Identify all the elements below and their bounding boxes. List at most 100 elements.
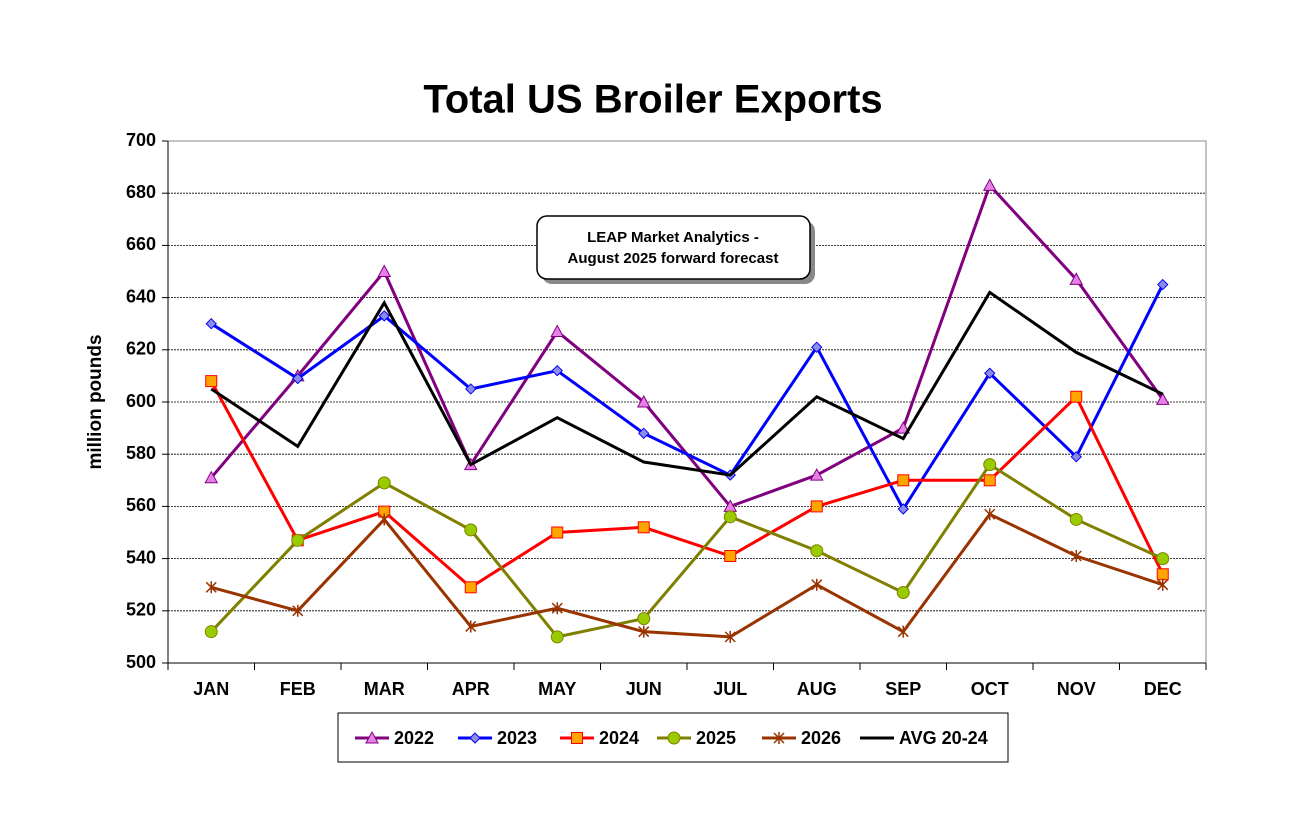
x-tick-label: JAN <box>193 679 229 699</box>
legend-label: AVG 20-24 <box>899 728 988 748</box>
marker <box>724 549 737 562</box>
y-tick-label: 620 <box>126 339 156 359</box>
series <box>205 508 1169 643</box>
marker <box>638 625 650 638</box>
marker <box>1069 512 1083 526</box>
marker <box>1069 272 1084 285</box>
marker <box>1070 549 1082 562</box>
legend-item: AVG 20-24 <box>860 728 988 748</box>
marker <box>465 383 477 395</box>
marker <box>810 500 823 513</box>
marker <box>204 470 219 484</box>
series-line <box>210 290 1164 477</box>
x-tick-label: MAR <box>364 679 405 699</box>
marker <box>291 533 305 547</box>
marker <box>1070 390 1083 403</box>
legend-item: 2024 <box>560 728 639 748</box>
legend-item: 2022 <box>355 728 434 748</box>
legend-item: 2023 <box>458 728 537 748</box>
marker <box>811 341 823 353</box>
x-tick-label: FEB <box>280 679 316 699</box>
marker <box>205 375 218 388</box>
marker <box>464 581 477 594</box>
x-tick-label: AUG <box>797 679 837 699</box>
marker <box>810 544 824 558</box>
marker <box>809 468 824 481</box>
marker <box>638 427 650 440</box>
marker <box>292 604 304 617</box>
marker <box>896 586 910 600</box>
legend-label: 2023 <box>497 728 537 748</box>
y-tick-label: 540 <box>126 547 156 567</box>
series-line <box>210 512 1164 639</box>
series-line <box>210 462 1164 639</box>
y-tick-label: 680 <box>126 182 156 202</box>
marker <box>811 578 823 591</box>
marker <box>983 474 996 487</box>
marker <box>1156 568 1169 581</box>
legend-label: 2022 <box>394 728 434 748</box>
marker <box>205 317 217 330</box>
marker <box>1155 392 1170 405</box>
marker <box>637 521 650 534</box>
x-tick-label: MAY <box>538 679 576 699</box>
series-line <box>209 380 1165 590</box>
marker <box>982 178 997 191</box>
marker <box>636 394 651 408</box>
marker <box>1156 552 1170 566</box>
y-tick-label: 520 <box>126 600 156 620</box>
marker <box>773 732 785 744</box>
marker <box>897 503 909 515</box>
marker <box>465 620 477 633</box>
marker <box>377 476 391 490</box>
chart-title: Total US Broiler Exports <box>423 78 882 122</box>
annotation: LEAP Market Analytics - <box>587 229 759 246</box>
marker <box>896 421 911 434</box>
marker <box>1070 451 1082 463</box>
y-tick-label: 500 <box>126 652 156 672</box>
x-tick-label: OCT <box>971 679 1009 699</box>
marker <box>204 625 218 639</box>
y-tick-label: 700 <box>126 130 156 150</box>
annotation: August 2025 forward forecast <box>568 250 779 267</box>
marker <box>550 630 564 644</box>
marker <box>365 730 379 744</box>
marker <box>550 324 565 338</box>
series <box>210 290 1164 477</box>
legend: 2022 2023 2024 2025 2026 AVG 20-24 <box>355 728 988 748</box>
marker <box>667 731 681 745</box>
series <box>204 458 1170 644</box>
marker <box>897 625 909 638</box>
legend-label: 2025 <box>696 728 736 748</box>
legend-item: 2026 <box>762 728 841 748</box>
marker <box>897 474 910 487</box>
marker <box>551 602 563 615</box>
marker <box>469 732 481 744</box>
legend-item: 2025 <box>657 728 736 748</box>
marker <box>1157 578 1169 591</box>
x-tick-label: JUL <box>713 679 747 699</box>
marker <box>377 264 392 277</box>
plot-area: 500 520 540 560 580 600 620 640 660 680 700 JAN FEB M… <box>126 130 1207 699</box>
y-tick-label: 560 <box>126 495 156 515</box>
y-tick-label: 660 <box>126 234 156 254</box>
x-tick-label: DEC <box>1144 679 1182 699</box>
marker <box>551 364 563 377</box>
y-tick-label: 580 <box>126 443 156 463</box>
x-tick-label: JUN <box>626 679 662 699</box>
marker <box>292 372 304 385</box>
marker <box>637 612 651 626</box>
marker <box>571 732 583 744</box>
x-tick-label: NOV <box>1057 679 1096 699</box>
annotation-box <box>536 215 811 280</box>
x-tick-label: SEP <box>885 679 921 699</box>
y-axis-label: million pounds <box>85 334 106 469</box>
marker <box>464 523 478 537</box>
marker <box>984 508 996 521</box>
y-tick-label: 600 <box>126 391 156 411</box>
marker <box>723 510 737 524</box>
x-tick-label: APR <box>452 679 490 699</box>
legend-label: 2024 <box>599 728 639 748</box>
